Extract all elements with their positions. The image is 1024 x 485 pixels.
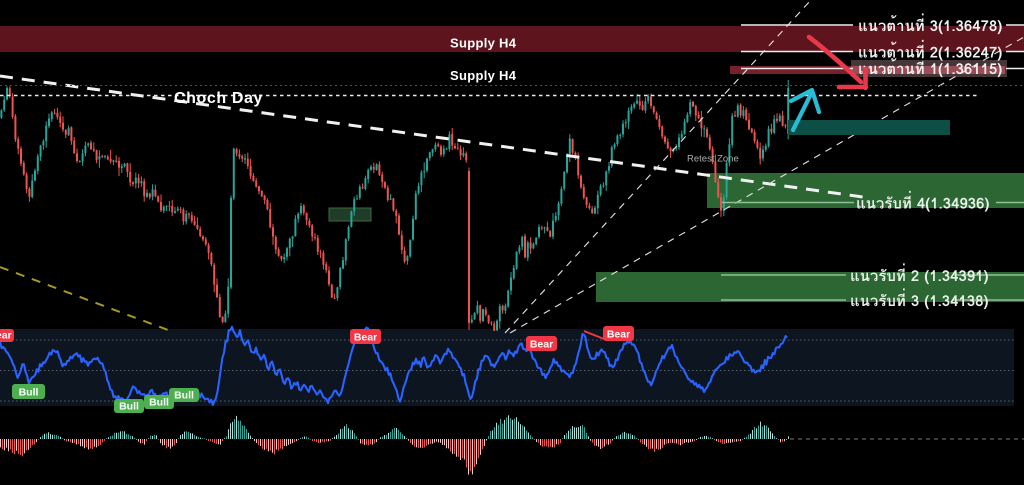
svg-text:Bear: Bear <box>0 330 12 342</box>
svg-text:Bear: Bear <box>354 332 377 344</box>
svg-text:Bull: Bull <box>119 401 139 413</box>
svg-text:Supply H4: Supply H4 <box>450 68 517 83</box>
svg-text:Bull: Bull <box>19 387 39 399</box>
svg-text:Choch Day: Choch Day <box>174 90 263 107</box>
svg-text:Bear: Bear <box>530 339 553 351</box>
svg-text:Supply H4: Supply H4 <box>450 36 517 51</box>
svg-text:Bull: Bull <box>149 397 169 409</box>
svg-text:Retest Zone: Retest Zone <box>687 154 739 165</box>
svg-text:Bear: Bear <box>607 329 630 341</box>
svg-text:Bull: Bull <box>174 390 194 402</box>
